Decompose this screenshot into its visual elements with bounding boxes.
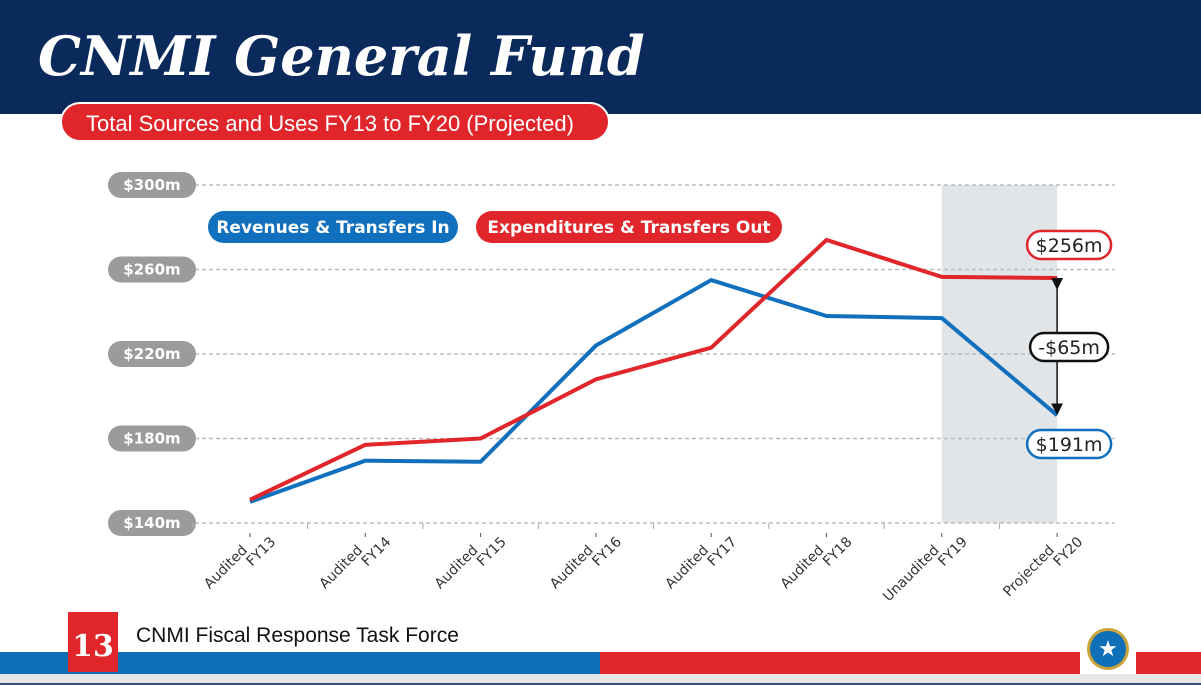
y-tick-pill — [108, 425, 196, 452]
x-tick-line1: Audited — [662, 543, 712, 593]
footer-stripe-blue — [0, 652, 600, 674]
expenditures-line — [249, 237, 1058, 502]
x-tick-line2: FY14 — [359, 534, 395, 570]
x-tick-label: AuditedFY14 — [316, 524, 394, 602]
x-tick-line1: Audited — [201, 543, 251, 593]
revenues-line — [249, 278, 1059, 504]
x-tick-line1: Audited — [547, 543, 597, 593]
x-tick-line2: FY19 — [935, 534, 971, 570]
x-tick-line2: FY13 — [243, 534, 279, 570]
x-tick-label: AuditedFY13 — [201, 524, 279, 602]
x-tick-label: UnauditedFY19 — [880, 524, 971, 610]
legend-label: Revenues & Transfers In — [216, 218, 449, 238]
footer-stripe-red — [600, 652, 1201, 674]
y-tick-pill — [108, 510, 196, 536]
y-tick-pill — [108, 172, 196, 198]
exp-end-label: $256m — [1036, 235, 1103, 257]
x-tick-line1: Audited — [778, 543, 828, 593]
x-tick-line2: FY18 — [820, 534, 856, 570]
x-tick-line2: FY15 — [474, 534, 510, 570]
x-tick-label: AuditedFY17 — [662, 524, 740, 602]
y-tick-label: $260m — [123, 261, 180, 279]
x-tick-line1: Audited — [316, 543, 366, 593]
gap-label: -$65m — [1038, 337, 1100, 359]
y-tick-pill — [108, 256, 196, 283]
x-tick-line2: FY20 — [1051, 534, 1087, 570]
legend-pill — [476, 211, 782, 243]
y-tick-label: $220m — [123, 345, 180, 363]
legend-label: Expenditures & Transfers Out — [487, 218, 770, 238]
page-title: CNMI General Fund — [38, 24, 645, 88]
header-bar: CNMI General Fund — [0, 0, 1201, 114]
exp-end-label-box — [1025, 229, 1113, 261]
rev-end-label: $191m — [1036, 434, 1103, 456]
x-tick-label: ProjectedFY20 — [1000, 524, 1086, 610]
x-tick-line2: FY16 — [589, 534, 625, 570]
x-tick-line2: FY17 — [705, 534, 741, 570]
x-tick-label: AuditedFY18 — [778, 524, 856, 602]
y-tick-label: $140m — [123, 514, 180, 532]
y-tick-pill — [108, 341, 196, 367]
page-number: 13 — [68, 612, 118, 672]
footer-org: CNMI Fiscal Response Task Force — [136, 624, 459, 647]
x-tick-label: AuditedFY15 — [432, 524, 510, 602]
bottom-bar — [0, 674, 1201, 685]
cnmi-seal-icon: ★ — [1087, 628, 1129, 670]
x-tick-line1: Projected — [1000, 543, 1058, 601]
x-tick-line1: Unaudited — [880, 543, 942, 605]
x-tick-line1: Audited — [432, 543, 482, 593]
legend-pill — [208, 211, 458, 243]
y-tick-label: $180m — [123, 430, 180, 448]
rev-end-label-box — [1025, 428, 1113, 460]
gap-label-box — [1028, 331, 1110, 363]
x-tick-label: AuditedFY16 — [547, 524, 625, 602]
chart-subtitle: Total Sources and Uses FY13 to FY20 (Pro… — [60, 102, 610, 142]
y-tick-label: $300m — [123, 176, 180, 194]
